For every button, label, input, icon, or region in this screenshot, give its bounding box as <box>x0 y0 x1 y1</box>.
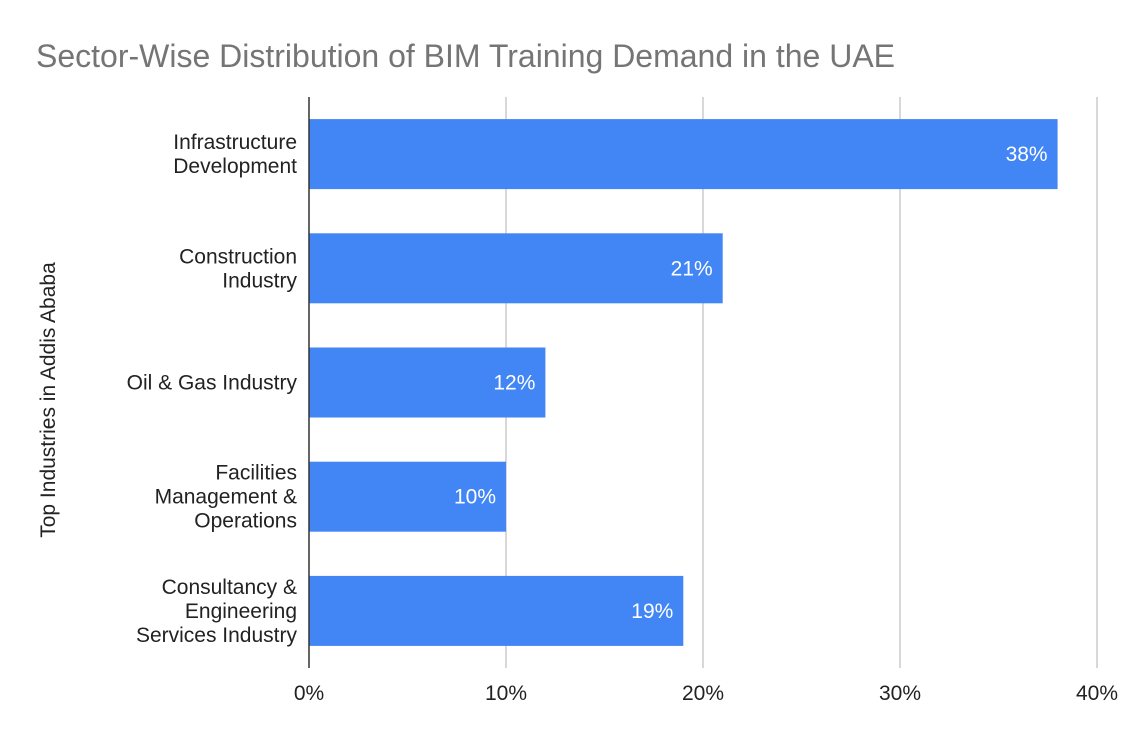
category-label-4: Consultancy & Engineering Services Industr… <box>136 576 298 647</box>
bar-1 <box>309 233 723 304</box>
category-label-0: Infrastructure Development <box>173 131 297 178</box>
category-label-line: Management & <box>155 486 297 509</box>
x-tick-label-3: 30% <box>879 682 921 705</box>
x-tick-label-0: 0% <box>294 682 324 705</box>
data-label-0: 38% <box>1006 143 1048 166</box>
data-label-4: 19% <box>631 600 673 623</box>
category-label-line: Operations <box>194 510 297 533</box>
category-label-line: Facilities <box>215 462 297 485</box>
x-tick-label-2: 20% <box>682 682 724 705</box>
category-label-line: Engineering <box>185 600 297 623</box>
y-axis-title: Top Industries in Addis Ababa <box>37 262 60 538</box>
category-label-line: Development <box>173 155 297 178</box>
x-tick-labels: 0% 10% 20% 30% 40% <box>294 682 1118 705</box>
category-label-line: Oil & Gas Industry <box>127 372 298 395</box>
category-label-line: Industry <box>222 269 297 292</box>
bar-0 <box>309 119 1058 190</box>
category-labels: Infrastructure Development Construction Ind… <box>127 131 298 647</box>
data-label-1: 21% <box>671 257 713 280</box>
category-label-line: Services Industry <box>136 624 298 647</box>
x-tick-label-1: 10% <box>485 682 527 705</box>
data-label-2: 12% <box>493 372 535 395</box>
category-label-2: Oil & Gas Industry <box>127 372 298 395</box>
bar-4 <box>309 575 684 646</box>
category-label-1: Construction Industry <box>179 245 297 292</box>
category-label-line: Construction <box>179 245 297 268</box>
bar-3 <box>309 461 506 532</box>
bars <box>309 119 1058 646</box>
category-label-line: Infrastructure <box>173 131 297 154</box>
x-tick-label-4: 40% <box>1076 682 1118 705</box>
bar-2 <box>309 347 546 418</box>
chart-title: Sector-Wise Distribution of BIM Training… <box>36 38 895 74</box>
category-label-3: Facilities Management & Operations <box>155 462 297 533</box>
data-labels: 38% 21% 12% 10% 19% <box>454 143 1048 623</box>
data-label-3: 10% <box>454 486 496 509</box>
category-label-line: Consultancy & <box>162 576 297 599</box>
